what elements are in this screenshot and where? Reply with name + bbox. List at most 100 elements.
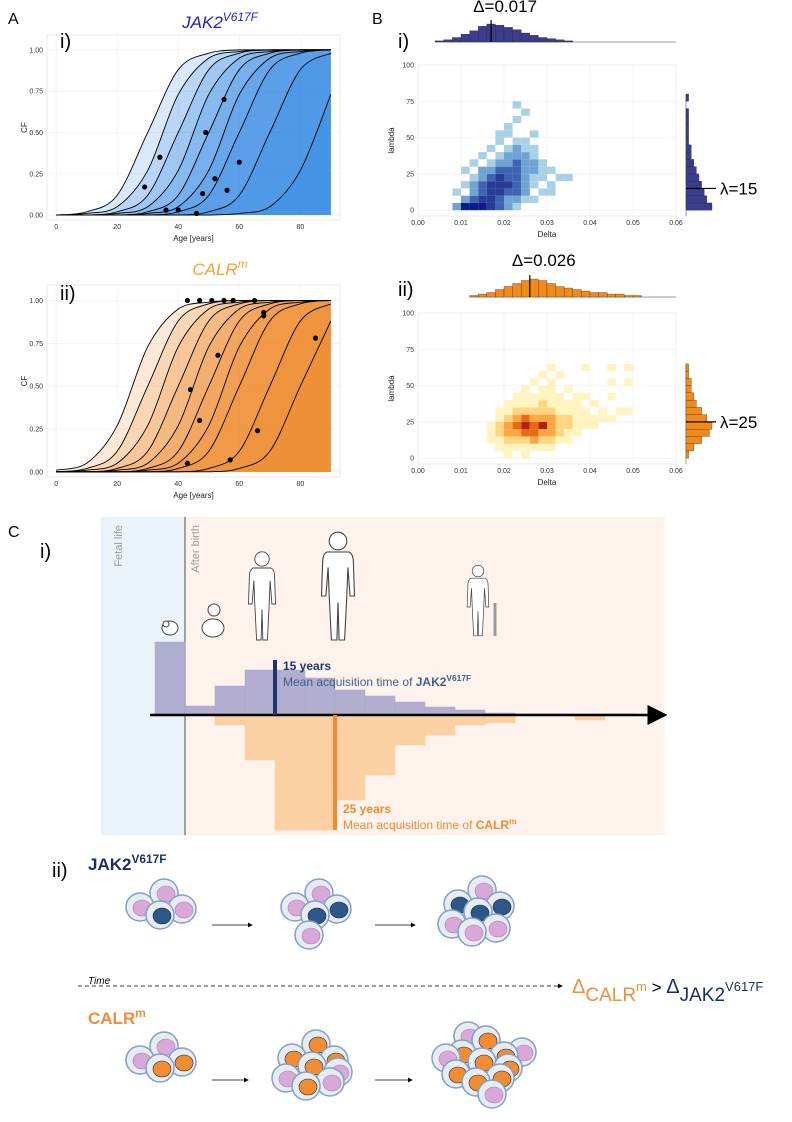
heat-cell [478,202,487,211]
x-tick-label: 0.06 [669,220,683,227]
marginal-bar [512,283,522,298]
heat-cell [495,195,504,203]
heat-cell [478,152,487,160]
marginal-bar [555,39,565,43]
gene-label: CALRm [88,1006,146,1028]
data-point [251,297,258,304]
heat-cell [512,400,522,408]
cell-cluster [280,878,352,950]
x-tick-label: 0.04 [583,468,597,475]
mean-label: Δ=0.026 [512,251,576,270]
heat-cell [512,436,522,444]
heat-cell [478,195,487,203]
heat-cell [564,407,573,415]
marginal-bar [503,286,513,298]
progression-arrows [212,922,416,1083]
heat-cell [547,407,556,415]
heat-cell [521,152,530,160]
heat-cell [504,414,513,422]
y-tick-label: 50 [406,135,414,142]
marginal-bar [443,39,453,43]
heat-cell [547,443,556,451]
heat-cell [512,152,522,160]
x-tick-label: 0.05 [626,468,640,475]
x-tick-label: 60 [235,481,243,488]
mean-label: λ=15 [720,179,757,198]
heat-cell [564,414,573,422]
heat-cell [486,144,496,153]
heat-cell [572,392,582,401]
histogram-bar [304,677,336,716]
heat-cell [529,421,539,430]
curve-area [56,303,331,472]
nucleus [301,927,321,945]
plot-area [56,299,332,473]
heat-cell [495,137,504,145]
mean-description: Mean acquisition time of JAK2V617F [283,673,471,689]
heat-cell [581,421,590,430]
heat-cell [512,173,522,182]
y-tick-label: 1.00 [29,47,43,54]
charts: 0 20 40 60 80 0.00 0.25 0.50 0.75 1.00 Age [years]… [8,0,757,832]
marginal-bar [685,443,694,452]
x-tick-label: 20 [113,224,121,231]
heat-cell [521,407,530,415]
heat-cell [529,429,539,437]
data-point [184,460,190,466]
heat-cell [512,195,522,203]
heat-cell [555,429,565,437]
heat-cell [529,181,539,189]
heat-cell [590,414,599,422]
heat-cell [495,188,504,196]
heat-cell [478,166,487,174]
heat-cell [624,378,633,386]
superscript: V617F [446,673,471,683]
y-tick-label: 75 [406,347,414,354]
heat-cell [538,392,547,401]
heat-cell [504,123,513,131]
heat-cell [564,429,573,437]
chart-title: JAK2V617F [181,10,258,32]
heat-cell [495,429,504,437]
marginal-bar [685,436,702,444]
data-point [261,313,267,319]
data-point [212,176,218,182]
x-tick-label: 0 [54,481,58,488]
heat-cell [529,152,539,160]
heat-cell [521,414,530,422]
heat-cell [538,436,547,444]
marginal-bar [685,363,689,372]
heat-cell [547,436,556,444]
histogram-bar [394,714,426,746]
data-point [209,297,215,304]
histogram-bar [304,714,336,831]
heat-cell [495,130,504,138]
marginal-bar [685,370,689,379]
plot-frame [46,284,341,478]
histogram-bar [274,714,306,831]
heat-cell [598,414,608,422]
heat-cell [461,195,470,203]
histogram-bar [214,685,246,716]
marginal-bar [685,144,692,153]
fetus-icon [161,620,179,636]
heat-cell [504,429,513,437]
marginal-bar [478,26,487,43]
y-axis-label: lambda [387,375,396,402]
x-tick-label: 0.03 [540,220,554,227]
heat-cell [555,436,565,444]
formula-part: Δ [666,976,679,998]
marginal-bar [685,421,713,430]
marginal-bar [624,295,634,298]
x-tick-label: 0.05 [626,220,640,227]
curve-area [56,300,331,472]
heat-cell [512,443,522,451]
marginal-bar [685,108,689,116]
heat-cell [538,421,547,430]
heat-cell [615,407,625,415]
heat-cell [521,392,530,401]
histogram-bar [244,714,276,761]
sigmoid-chart: 0 20 40 60 80 0.00 0.25 0.50 0.75 1.00 Age [years]… [20,257,341,500]
heat-cell [555,400,565,408]
x-tick-label: 40 [174,224,182,231]
